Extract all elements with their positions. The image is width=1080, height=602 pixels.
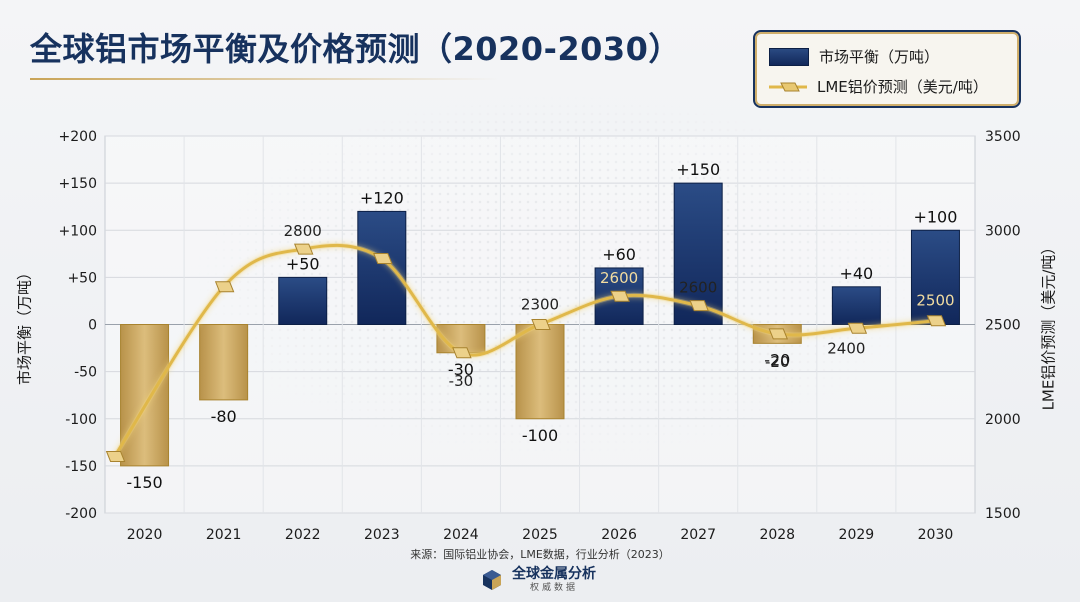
y-right-tick-label: 1500 bbox=[985, 506, 1021, 522]
bar-value-label: +40 bbox=[839, 264, 873, 283]
x-tick-label: 2027 bbox=[680, 527, 716, 543]
bar-value-label: +120 bbox=[360, 188, 404, 207]
bar-value-label: -100 bbox=[522, 426, 558, 445]
y-left-tick-label: -100 bbox=[65, 412, 97, 428]
y-left-tick-label: +100 bbox=[59, 223, 97, 239]
x-tick-label: 2023 bbox=[364, 527, 400, 543]
price-marker bbox=[105, 450, 126, 462]
bar-value-label: +150 bbox=[676, 160, 720, 179]
price-marker bbox=[689, 300, 709, 312]
price-value-label: 2800 bbox=[284, 222, 322, 240]
bar bbox=[278, 276, 328, 325]
y-left-tick-label: +200 bbox=[59, 129, 97, 145]
y-right-tick-label: 3000 bbox=[985, 223, 1021, 239]
price-marker bbox=[214, 281, 235, 293]
chart-title: 全球铝市场平衡及价格预测（2020-2030） bbox=[30, 30, 681, 68]
price-value-label: -30 bbox=[449, 372, 474, 390]
x-tick-label: 2030 bbox=[918, 527, 954, 543]
price-marker bbox=[531, 319, 551, 330]
x-tick-label: 2029 bbox=[839, 527, 875, 543]
price-marker bbox=[452, 347, 472, 359]
y-left-tick-label: -150 bbox=[65, 459, 97, 475]
x-tick-label: 2022 bbox=[285, 527, 321, 543]
x-tick-label: 2028 bbox=[759, 527, 795, 543]
bar-value-label: -30 bbox=[448, 360, 474, 379]
y-right-tick-label: 2000 bbox=[985, 412, 1021, 428]
bar bbox=[120, 324, 170, 467]
bar-value-label: -80 bbox=[211, 407, 237, 426]
bar bbox=[199, 324, 249, 401]
legend-item-line: LME铝价预测（美元/吨） bbox=[769, 76, 988, 97]
bar bbox=[910, 229, 960, 325]
brand-name: 全球金属分析 bbox=[512, 566, 596, 582]
bar-value-label: +50 bbox=[286, 254, 320, 273]
x-tick-label: 2020 bbox=[127, 527, 163, 543]
legend-bar-swatch bbox=[769, 47, 809, 66]
price-marker bbox=[610, 290, 630, 302]
brand-subtitle: 权威数据 bbox=[529, 583, 578, 593]
legend-line-swatch bbox=[769, 82, 807, 91]
y-left-tick-label: 0 bbox=[88, 318, 97, 334]
cube-logo-icon bbox=[483, 570, 501, 590]
price-value-label: -20 bbox=[765, 353, 790, 371]
price-value-label: 2600 bbox=[679, 279, 717, 297]
y-left-tick-label: +150 bbox=[59, 176, 97, 192]
legend-line-label: LME铝价预测（美元/吨） bbox=[817, 78, 988, 96]
y-left-tick-label: -50 bbox=[74, 365, 97, 381]
bar-value-label: -150 bbox=[126, 473, 162, 492]
source-note: 来源：国际铝业协会，LME数据，行业分析（2023） bbox=[410, 548, 670, 561]
bar-value-label: +60 bbox=[602, 245, 636, 264]
bar bbox=[515, 324, 565, 420]
legend-bar-label: 市场平衡（万吨） bbox=[819, 48, 940, 66]
y-right-tick-label: 3500 bbox=[985, 129, 1021, 145]
price-value-label: 2600 bbox=[600, 269, 638, 287]
bar bbox=[357, 210, 407, 325]
x-tick-label: 2026 bbox=[601, 527, 637, 543]
price-marker bbox=[768, 328, 789, 340]
price-marker bbox=[373, 253, 393, 265]
price-value-label: 2300 bbox=[521, 296, 559, 314]
x-tick-label: 2024 bbox=[443, 527, 479, 543]
price-marker bbox=[847, 322, 868, 334]
title-underline bbox=[30, 78, 500, 80]
bar-value-label: -20 bbox=[764, 350, 790, 369]
bar-value-label: +100 bbox=[913, 207, 957, 226]
y-right-tick-label: 2500 bbox=[985, 318, 1021, 334]
x-tick-label: 2021 bbox=[206, 527, 242, 543]
y-left-tick-label: -200 bbox=[65, 506, 97, 522]
price-marker bbox=[926, 315, 947, 327]
price-marker bbox=[293, 243, 314, 255]
brand-footer: 全球金属分析 权威数据 bbox=[480, 566, 596, 594]
bar bbox=[831, 286, 881, 325]
x-tick-label: 2025 bbox=[522, 527, 558, 543]
legend-item-bar: 市场平衡（万吨） bbox=[769, 46, 939, 67]
legend: 市场平衡（万吨） LME铝价预测（美元/吨） bbox=[753, 30, 1021, 108]
price-value-label: 2500 bbox=[916, 292, 954, 310]
y-left-tick-label: +50 bbox=[67, 270, 97, 286]
price-value-label: 2400 bbox=[827, 339, 865, 357]
